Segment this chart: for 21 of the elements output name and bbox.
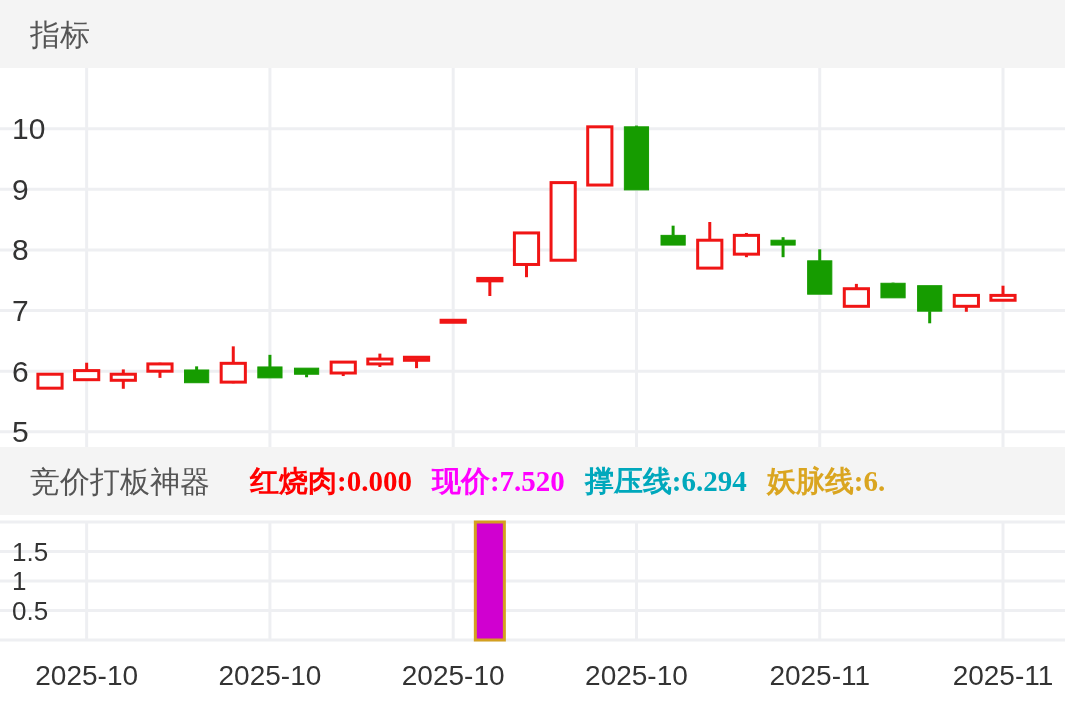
text: 撑压线:6.294 <box>583 465 747 497</box>
y-tick-label: 8 <box>12 233 29 267</box>
x-tick-label: 2025-10 <box>401 659 505 691</box>
chart-title: 竞价打板神器 <box>30 464 210 498</box>
y-tick-label: 5 <box>12 415 29 449</box>
y-tick-label: 6 <box>12 354 29 388</box>
x-tick-label: 2025-10 <box>218 659 322 691</box>
chart-title: 指标 <box>29 17 90 51</box>
text: 现价:7.520 <box>430 465 565 497</box>
y-tick-label: 10 <box>12 112 46 146</box>
y-tick-label: 7 <box>12 294 29 328</box>
x-tick-label: 2025-11 <box>952 659 1054 691</box>
y-tick-label: 1 <box>12 566 27 596</box>
text: 妖脉线:6. <box>765 465 886 497</box>
y-tick-label: 0.5 <box>12 595 49 626</box>
x-tick-label: 2025-11 <box>769 659 871 691</box>
text: 红烧肉:0.000 <box>249 465 412 497</box>
x-tick-label: 2025-10 <box>35 659 139 691</box>
y-tick-label: 1.5 <box>12 536 49 567</box>
y-tick-label: 9 <box>12 172 29 206</box>
x-tick-label: 2025-10 <box>585 659 688 691</box>
